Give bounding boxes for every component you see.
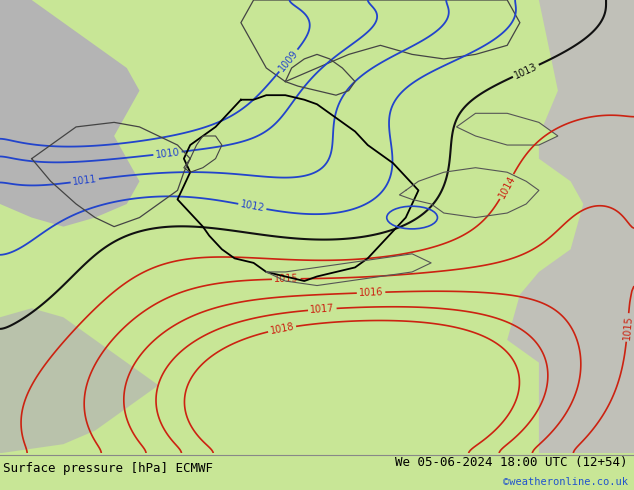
Polygon shape bbox=[456, 113, 558, 145]
Text: 1018: 1018 bbox=[269, 321, 295, 336]
Text: 1015: 1015 bbox=[621, 315, 633, 340]
Polygon shape bbox=[0, 0, 139, 226]
Text: 1011: 1011 bbox=[72, 174, 98, 187]
Text: We 05-06-2024 18:00 UTC (12+54): We 05-06-2024 18:00 UTC (12+54) bbox=[395, 456, 628, 469]
Text: Surface pressure [hPa] ECMWF: Surface pressure [hPa] ECMWF bbox=[3, 462, 213, 475]
Text: 1012: 1012 bbox=[239, 199, 266, 214]
Text: 1010: 1010 bbox=[155, 147, 180, 160]
Text: 1013: 1013 bbox=[513, 61, 539, 80]
Polygon shape bbox=[241, 0, 520, 81]
Polygon shape bbox=[0, 308, 158, 453]
Text: 1015: 1015 bbox=[274, 274, 299, 284]
Text: 1009: 1009 bbox=[277, 48, 300, 73]
Text: 1017: 1017 bbox=[309, 303, 335, 315]
Text: 1014: 1014 bbox=[496, 173, 517, 200]
Text: ©weatheronline.co.uk: ©weatheronline.co.uk bbox=[503, 477, 628, 487]
Polygon shape bbox=[507, 0, 634, 453]
Text: 1016: 1016 bbox=[359, 287, 384, 298]
